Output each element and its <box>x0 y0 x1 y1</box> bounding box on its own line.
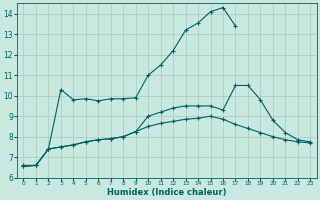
X-axis label: Humidex (Indice chaleur): Humidex (Indice chaleur) <box>107 188 227 197</box>
